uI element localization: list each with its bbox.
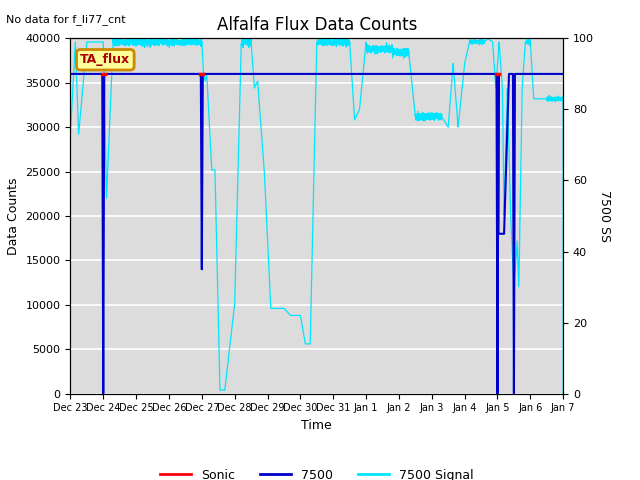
Text: No data for f_li77_cnt: No data for f_li77_cnt [6, 14, 126, 25]
Legend: Sonic, 7500, 7500 Signal: Sonic, 7500, 7500 Signal [155, 464, 479, 480]
Text: TA_flux: TA_flux [80, 53, 131, 66]
Title: Alfalfa Flux Data Counts: Alfalfa Flux Data Counts [216, 16, 417, 34]
Y-axis label: 7500 SS: 7500 SS [598, 190, 611, 242]
X-axis label: Time: Time [301, 419, 332, 432]
Y-axis label: Data Counts: Data Counts [7, 177, 20, 255]
